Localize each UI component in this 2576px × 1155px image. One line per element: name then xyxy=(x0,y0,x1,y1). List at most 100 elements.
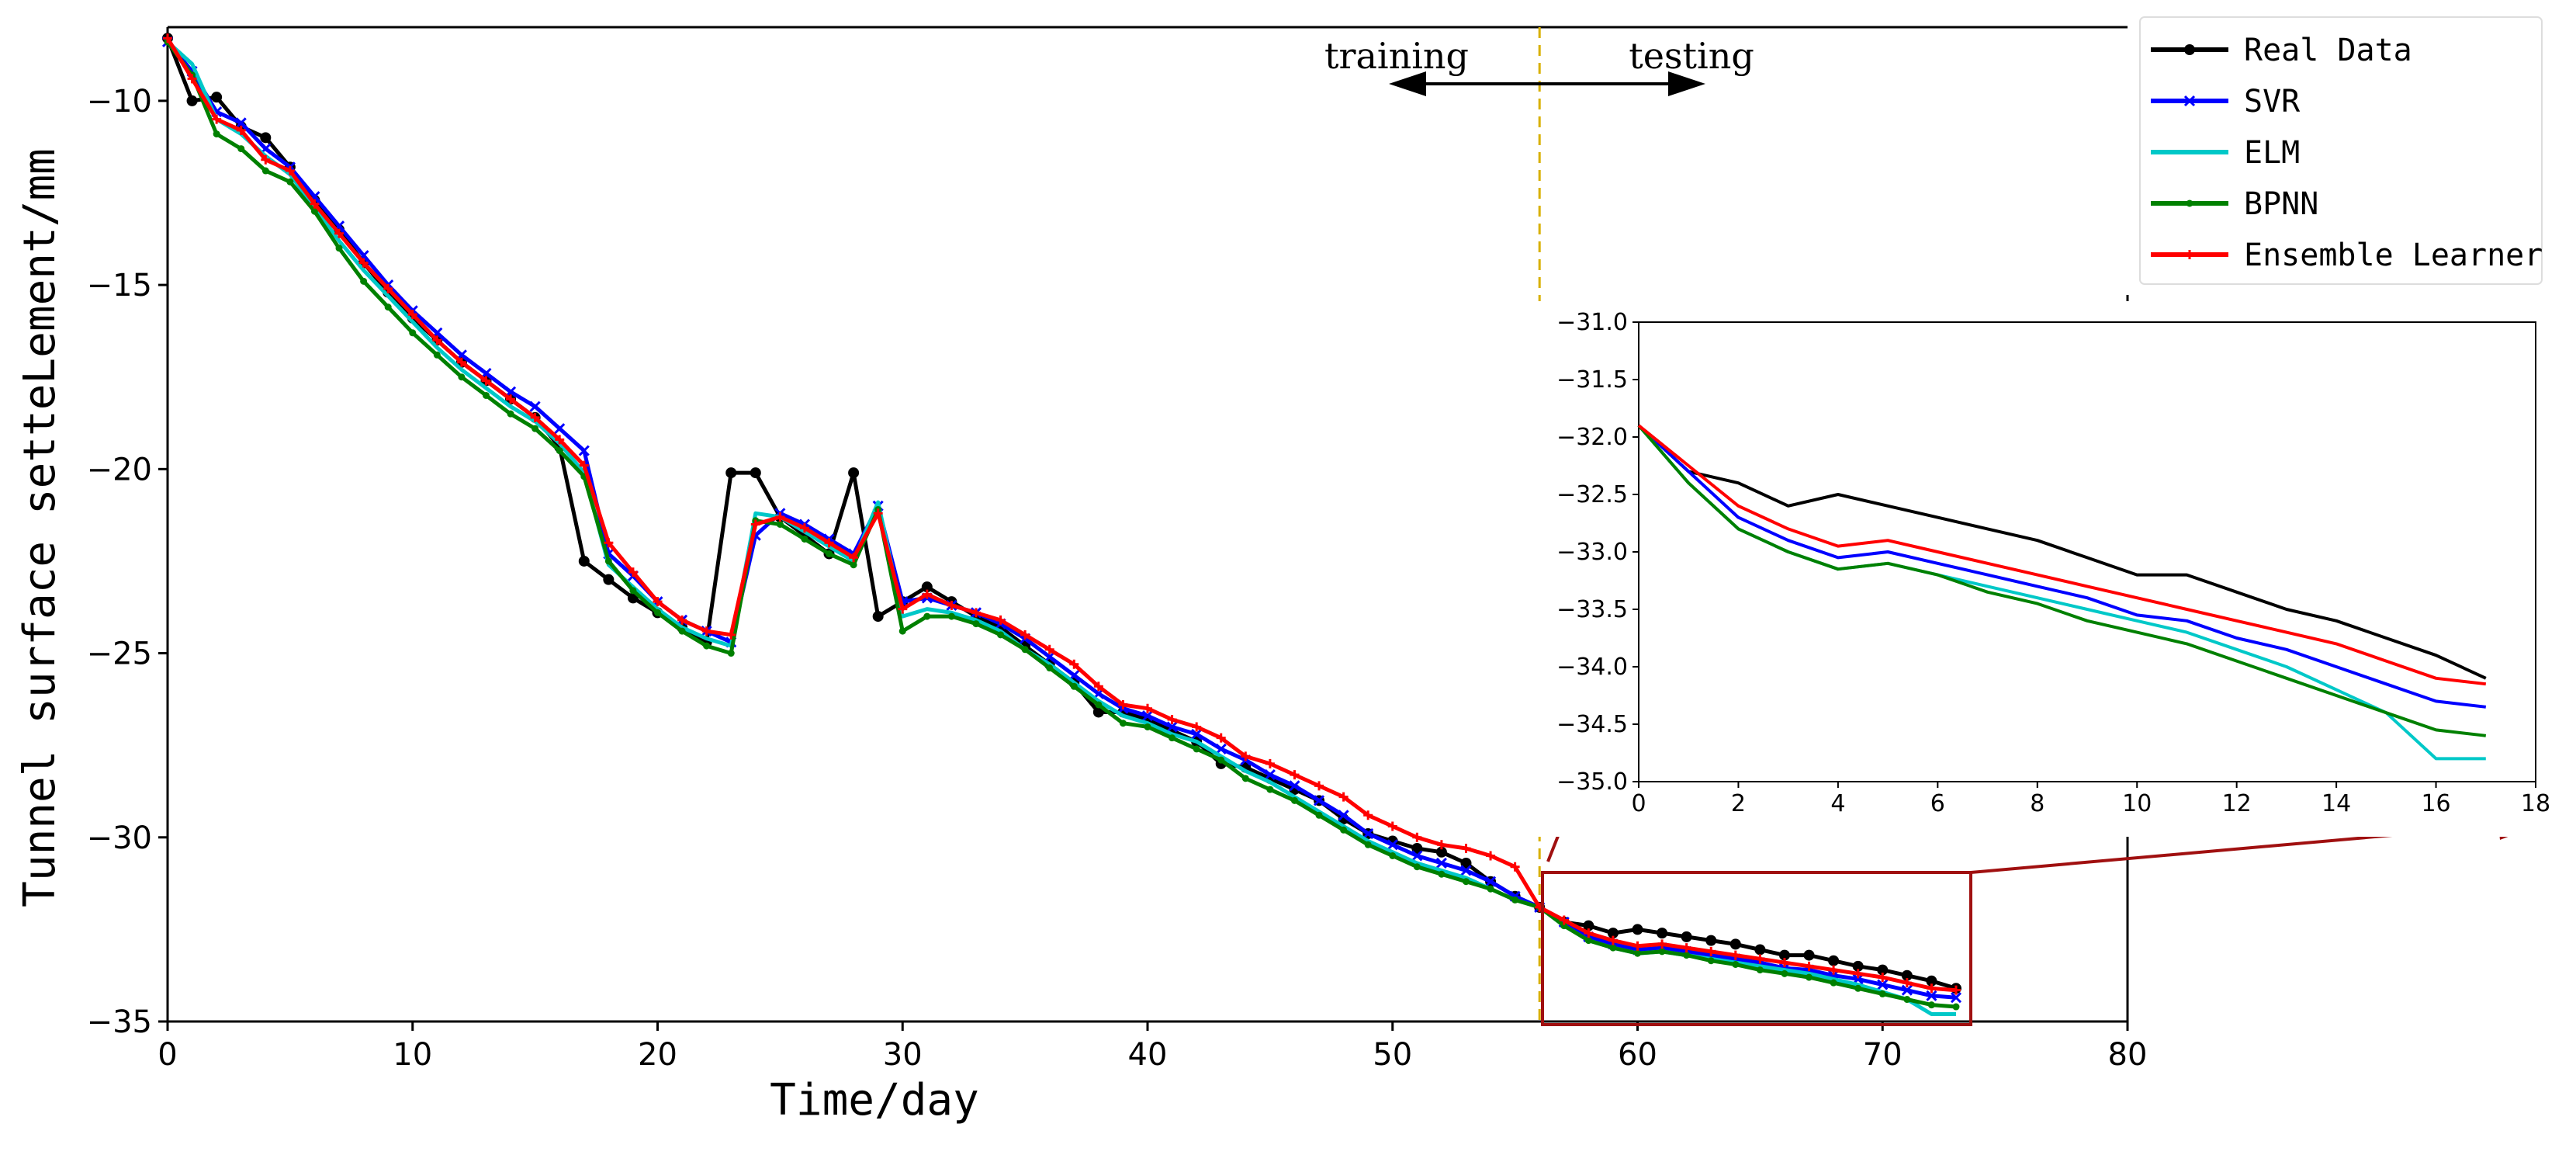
data-point-bpnn xyxy=(1854,984,1862,992)
data-point-ensemble-learner xyxy=(285,166,295,176)
data-point-ensemble-learner xyxy=(677,615,687,625)
legend-label: ELM xyxy=(2244,135,2300,171)
data-point-ensemble-learner xyxy=(1559,915,1569,925)
data-point-ensemble-learner xyxy=(1020,630,1030,640)
data-point-ensemble-learner xyxy=(236,125,246,135)
data-point-ensemble-learner xyxy=(898,604,908,614)
data-point-bpnn xyxy=(1315,811,1323,819)
inset-x-tick-label: 10 xyxy=(2122,790,2152,817)
legend-label: Ensemble Learner xyxy=(2244,238,2543,273)
data-point-real-data xyxy=(260,132,272,144)
data-point-ensemble-learner xyxy=(1779,958,1789,968)
data-point-bpnn xyxy=(1707,957,1715,965)
data-point-real-data xyxy=(1435,846,1447,858)
data-point-svr xyxy=(1950,992,1962,1004)
data-point-ensemble-learner xyxy=(1804,961,1814,971)
data-point-ensemble-learner xyxy=(1314,781,1324,791)
data-point-bpnn xyxy=(1634,949,1641,957)
data-point-ensemble-learner xyxy=(1510,862,1520,872)
data-point-real-data xyxy=(1632,924,1643,935)
data-point-svr xyxy=(1191,728,1203,740)
data-point-real-data xyxy=(1877,964,1889,976)
data-point-ensemble-learner xyxy=(334,228,345,238)
inset-y-tick-label: −33.0 xyxy=(1556,539,1628,566)
training-label: training xyxy=(1324,35,1469,77)
data-point-ensemble-learner xyxy=(922,589,932,599)
data-point-ensemble-learner xyxy=(1853,969,1863,979)
inset-x-tick-label: 18 xyxy=(2521,790,2550,817)
inset-x-tick-label: 4 xyxy=(1830,790,1845,817)
data-point-bpnn xyxy=(1511,896,1519,904)
inset-series-bpnn xyxy=(1637,424,2487,737)
inset-x-tick-label: 2 xyxy=(1731,790,1746,817)
data-point-svr xyxy=(1313,795,1325,806)
data-point-ensemble-learner xyxy=(775,512,785,522)
data-point-bpnn xyxy=(1584,937,1592,945)
series-line-bpnn xyxy=(165,40,1957,1009)
data-point-ensemble-learner xyxy=(873,508,883,519)
data-point-bpnn xyxy=(482,391,490,399)
legend-item: SVR xyxy=(2151,84,2301,120)
data-point-ensemble-learner xyxy=(1338,792,1349,802)
data-point-svr xyxy=(1877,979,1889,990)
data-point-bpnn xyxy=(1462,878,1470,886)
legend-item: ELM xyxy=(2151,135,2300,171)
data-point-ensemble-learner xyxy=(1216,733,1226,743)
inset-y-tick-label: −32.5 xyxy=(1556,481,1628,508)
y-tick-label: −20 xyxy=(87,452,152,487)
data-point-ensemble-learner xyxy=(456,357,466,367)
x-tick-label: 40 xyxy=(1128,1037,1168,1073)
data-point-ensemble-learner xyxy=(579,460,589,470)
data-point-svr xyxy=(235,117,247,129)
x-tick-label: 80 xyxy=(2108,1037,2148,1073)
data-point-svr xyxy=(1901,984,1913,996)
data-point-ensemble-learner xyxy=(1143,703,1152,713)
data-point-bpnn xyxy=(1487,885,1494,893)
data-point-ensemble-learner xyxy=(1633,941,1643,951)
data-point-bpnn xyxy=(531,425,539,432)
data-point-ensemble-learner xyxy=(163,33,172,43)
y-tick-label: −10 xyxy=(87,84,152,120)
inset-y-tick-label: −32.0 xyxy=(1556,424,1628,451)
data-point-bpnn xyxy=(310,207,318,215)
data-point-bpnn xyxy=(1364,841,1372,848)
data-point-real-data xyxy=(186,95,198,106)
data-point-bpnn xyxy=(1609,944,1617,952)
data-point-real-data xyxy=(1926,975,1937,987)
data-point-bpnn xyxy=(507,410,514,418)
y-axis-title: Tunnel surface setteLement/mm xyxy=(15,148,65,907)
data-point-bpnn xyxy=(458,373,466,381)
data-point-bpnn xyxy=(1266,786,1274,793)
data-point-bpnn xyxy=(1119,720,1127,727)
data-point-ensemble-learner xyxy=(1265,758,1275,768)
data-point-bpnn xyxy=(850,561,857,569)
data-point-bpnn xyxy=(997,631,1005,639)
data-point-ensemble-learner xyxy=(947,600,957,610)
inset-y-tick-label: −31.0 xyxy=(1556,309,1628,336)
data-point-bpnn xyxy=(776,521,784,528)
data-point-ensemble-learner xyxy=(750,519,760,529)
x-tick-label: 70 xyxy=(1863,1037,1903,1073)
data-point-ensemble-learner xyxy=(971,608,981,618)
x-tick-label: 30 xyxy=(883,1037,923,1073)
data-point-ensemble-learner xyxy=(849,553,859,563)
data-point-bpnn xyxy=(1683,952,1691,959)
data-point-svr xyxy=(1387,839,1398,851)
data-point-ensemble-learner xyxy=(310,199,320,209)
inset-x-tick-label: 0 xyxy=(1631,790,1646,817)
data-point-ensemble-learner xyxy=(261,154,271,165)
data-point-real-data xyxy=(848,467,860,479)
data-point-ensemble-learner xyxy=(824,538,834,548)
data-point-svr xyxy=(554,423,566,435)
inset-background xyxy=(1532,301,2550,837)
data-point-bpnn xyxy=(286,178,294,186)
data-point-bpnn xyxy=(409,329,417,337)
data-point-ensemble-learner xyxy=(726,630,736,640)
data-point-ensemble-learner xyxy=(1657,939,1667,949)
data-point-bpnn xyxy=(1340,826,1348,834)
data-point-bpnn xyxy=(1560,922,1568,930)
data-point-bpnn xyxy=(1290,796,1298,804)
data-point-ensemble-learner xyxy=(555,435,565,445)
main-plot: 0 10 20 30 40 50 60 70 80−10−15−20−25−30−35 xyxy=(87,26,2148,1073)
